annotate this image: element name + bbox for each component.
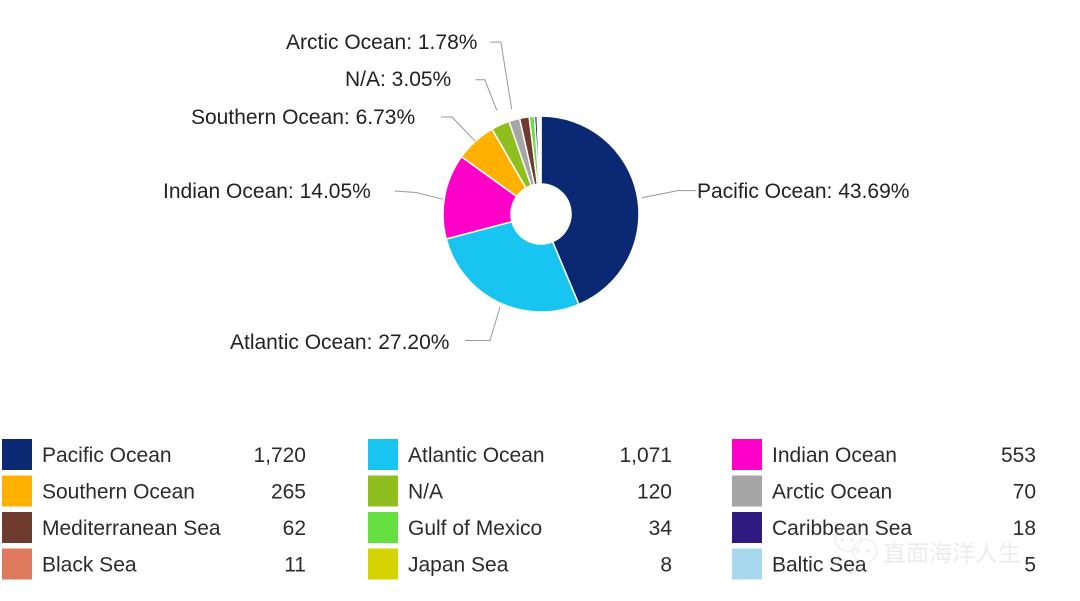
svg-text:N/A: N/A <box>408 481 443 504</box>
svg-text:11: 11 <box>284 554 306 577</box>
svg-text:18: 18 <box>1013 517 1036 540</box>
svg-text:Pacific Ocean: 43.69%: Pacific Ocean: 43.69% <box>697 180 909 203</box>
svg-text:Southern Ocean: 6.73%: Southern Ocean: 6.73% <box>191 106 415 129</box>
svg-text:N/A: 3.05%: N/A: 3.05% <box>345 68 451 91</box>
svg-text:5: 5 <box>1024 554 1036 577</box>
svg-text:Arctic Ocean: 1.78%: Arctic Ocean: 1.78% <box>286 31 477 54</box>
svg-text:62: 62 <box>283 517 306 540</box>
svg-text:Baltic Sea: Baltic Sea <box>772 554 867 577</box>
svg-text:Gulf of Mexico: Gulf of Mexico <box>408 517 542 540</box>
svg-text:120: 120 <box>637 481 672 504</box>
svg-text:1,071: 1,071 <box>619 444 672 467</box>
svg-text:Arctic Ocean: Arctic Ocean <box>772 481 892 504</box>
svg-text:265: 265 <box>271 481 306 504</box>
svg-text:Indian Ocean: 14.05%: Indian Ocean: 14.05% <box>163 180 371 203</box>
svg-text:直面海洋人生: 直面海洋人生 <box>883 540 1021 566</box>
svg-text:Atlantic Ocean: Atlantic Ocean <box>408 444 545 467</box>
svg-text:Mediterranean Sea: Mediterranean Sea <box>42 517 221 540</box>
svg-text:Indian Ocean: Indian Ocean <box>772 444 897 467</box>
svg-text:Southern Ocean: Southern Ocean <box>42 481 195 504</box>
svg-text:Japan Sea: Japan Sea <box>408 554 509 577</box>
svg-text:Atlantic Ocean: 27.20%: Atlantic Ocean: 27.20% <box>230 331 449 354</box>
svg-text:1,720: 1,720 <box>253 444 306 467</box>
svg-text:Black Sea: Black Sea <box>42 554 137 577</box>
svg-text:8: 8 <box>660 554 672 577</box>
svg-text:70: 70 <box>1013 481 1036 504</box>
svg-text:34: 34 <box>649 517 673 540</box>
svg-text:553: 553 <box>1001 444 1036 467</box>
svg-text:Pacific Ocean: Pacific Ocean <box>42 444 172 467</box>
